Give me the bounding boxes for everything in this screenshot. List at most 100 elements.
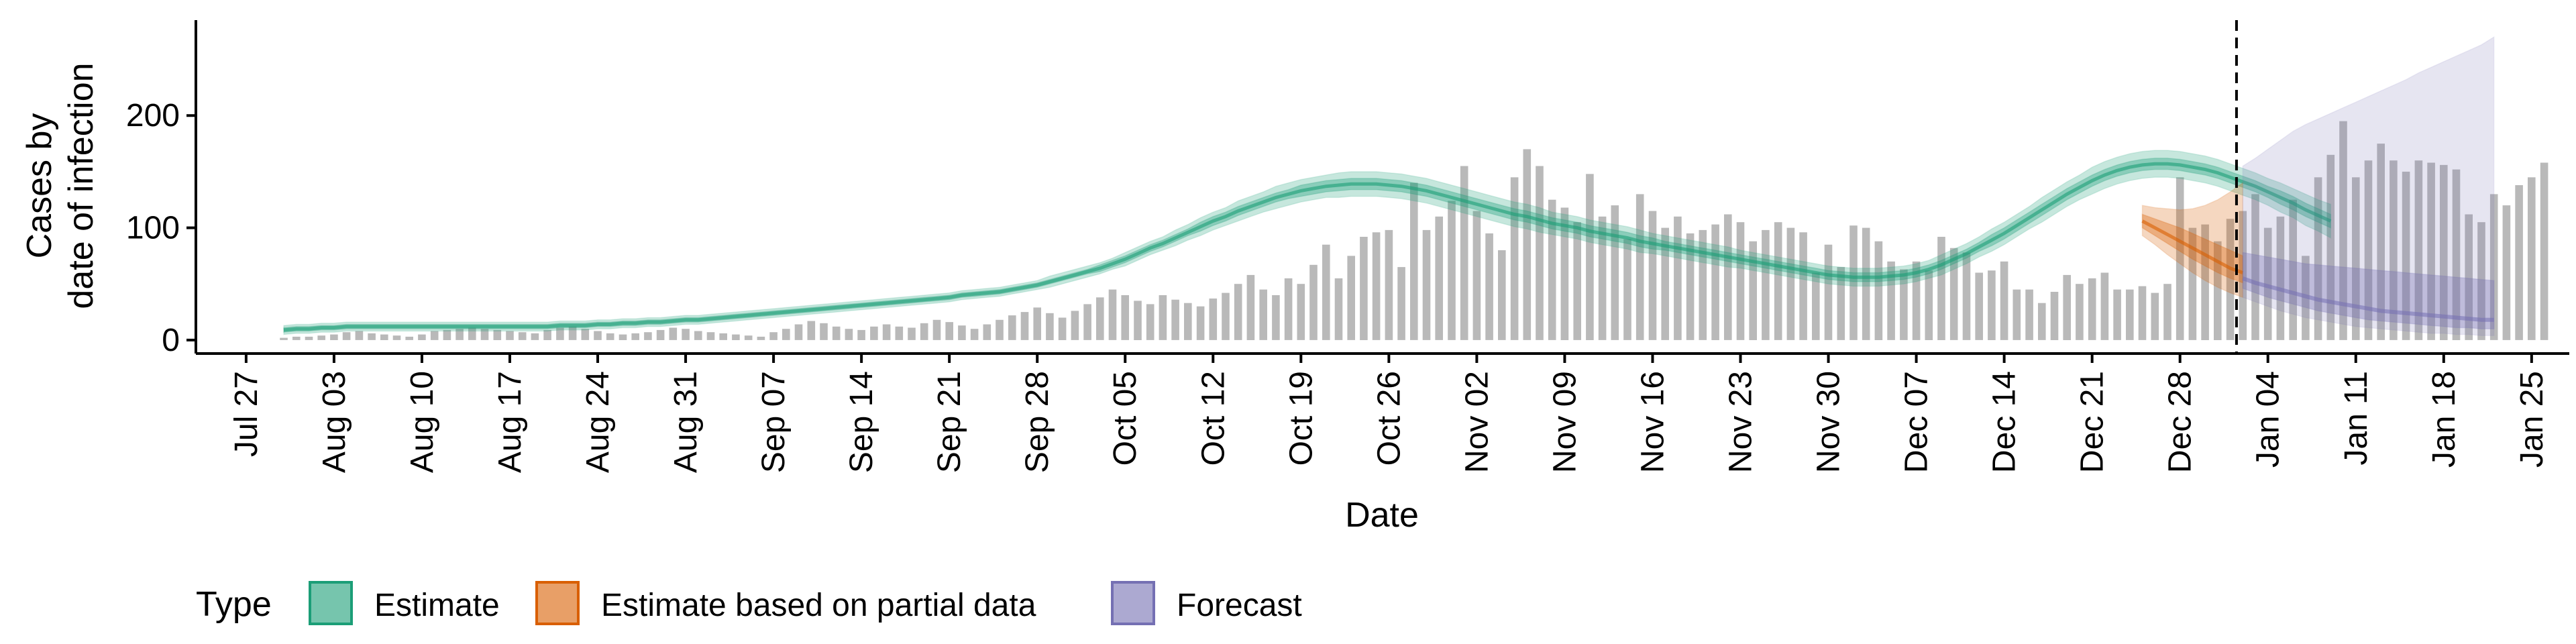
legend-label-partial: Estimate based on partial data — [601, 588, 1036, 623]
case-bar — [1397, 267, 1405, 340]
case-bar — [1410, 182, 1418, 340]
case-bar — [1598, 216, 1607, 340]
case-bar — [2263, 227, 2272, 340]
forecast-ci90-band — [2242, 36, 2495, 336]
case-bar — [1736, 222, 1745, 340]
estimate-ci50-band — [283, 158, 2332, 333]
case-bar — [1623, 239, 1631, 340]
case-bar — [2163, 284, 2171, 340]
case-bar — [1874, 241, 1883, 340]
case-bar — [1334, 278, 1343, 340]
x-tick-label: Oct 19 — [1283, 371, 1319, 466]
case-bar — [1033, 307, 1041, 340]
x-tick-label: Dec 21 — [2075, 371, 2110, 473]
x-tick-label: Sep 28 — [1020, 371, 1055, 473]
case-bar — [556, 327, 564, 340]
case-bar — [518, 332, 527, 340]
case-bar — [882, 324, 891, 340]
case-bar — [920, 323, 928, 340]
legend-key-estimate — [309, 581, 353, 625]
case-bar — [1611, 205, 1619, 340]
case-bar — [594, 331, 602, 340]
case-bar — [330, 334, 338, 340]
case-bar — [418, 334, 426, 340]
case-bar — [1661, 227, 1669, 340]
case-bar — [1724, 214, 1732, 340]
case-bar — [2314, 177, 2322, 340]
case-bar — [480, 329, 489, 340]
case-bar — [1573, 222, 1581, 340]
case-bar — [794, 324, 803, 340]
case-bar — [2377, 144, 2385, 340]
case-bar — [1510, 177, 1519, 340]
case-bar — [2276, 216, 2285, 340]
case-bar — [958, 325, 966, 340]
case-bar — [1648, 211, 1657, 340]
case-bar — [1686, 233, 1695, 340]
case-bar — [895, 326, 904, 340]
x-tick-label: Nov 16 — [1635, 371, 1671, 473]
case-bar — [2326, 154, 2335, 340]
case-bar — [2390, 160, 2398, 340]
case-bar — [317, 335, 325, 340]
case-bar — [305, 336, 313, 340]
case-bar — [1674, 216, 1682, 340]
case-bar — [1121, 295, 1129, 340]
case-bar — [1259, 289, 1267, 340]
case-bar — [1925, 270, 1933, 340]
case-bar — [1422, 229, 1431, 340]
case-bar — [908, 327, 916, 340]
case-bar — [1322, 244, 1330, 340]
case-bar — [2126, 289, 2134, 340]
case-bar — [2025, 289, 2033, 340]
case-bar — [1460, 166, 1468, 340]
case-bar — [1083, 304, 1091, 340]
case-bar-partial — [2528, 177, 2536, 340]
x-tick-label: Sep 14 — [844, 371, 879, 473]
case-bar — [455, 329, 464, 340]
case-bar — [820, 323, 828, 340]
case-bar — [694, 331, 702, 340]
case-bar — [2113, 289, 2121, 340]
x-tick-label: Oct 26 — [1371, 371, 1407, 466]
case-bar — [1824, 244, 1833, 340]
x-tick-label: Aug 10 — [405, 371, 440, 473]
case-bar — [1372, 232, 1381, 340]
x-tick-label: Aug 17 — [492, 371, 528, 473]
legend: Type Estimate Estimate based on partial … — [196, 581, 1302, 625]
case-bar — [1309, 264, 1318, 340]
case-bar — [1485, 233, 1493, 340]
legend-key-forecast — [1111, 581, 1155, 625]
case-bar — [2088, 278, 2096, 340]
case-bar — [945, 322, 953, 340]
case-bar — [2427, 162, 2435, 340]
case-bar — [619, 334, 627, 340]
case-bar-partial — [2502, 205, 2511, 340]
case-bar — [1949, 248, 1958, 340]
case-bar — [1159, 295, 1167, 340]
case-bar — [983, 324, 991, 340]
case-bar — [1246, 274, 1255, 340]
case-bar — [1008, 315, 1016, 340]
case-bar — [1222, 292, 1230, 340]
case-bar — [1058, 317, 1067, 340]
case-bar — [1937, 237, 1945, 340]
case-bar — [1171, 299, 1179, 340]
x-tick-label: Sep 07 — [756, 371, 792, 473]
x-tick-label: Dec 07 — [1899, 371, 1935, 473]
case-bar — [832, 326, 841, 340]
case-bar — [1849, 225, 1858, 340]
case-bar — [1096, 297, 1104, 340]
case-bar — [1560, 207, 1569, 340]
case-bar — [2414, 160, 2423, 340]
case-bar — [368, 333, 376, 340]
case-bar — [531, 333, 539, 340]
case-bar — [292, 336, 301, 340]
case-bar — [2050, 292, 2059, 340]
case-bar — [2151, 292, 2159, 340]
case-bar-partial — [2465, 214, 2473, 340]
x-tick-label: Oct 05 — [1108, 371, 1143, 466]
case-bar — [1586, 174, 1594, 340]
case-bar — [1699, 229, 1707, 340]
